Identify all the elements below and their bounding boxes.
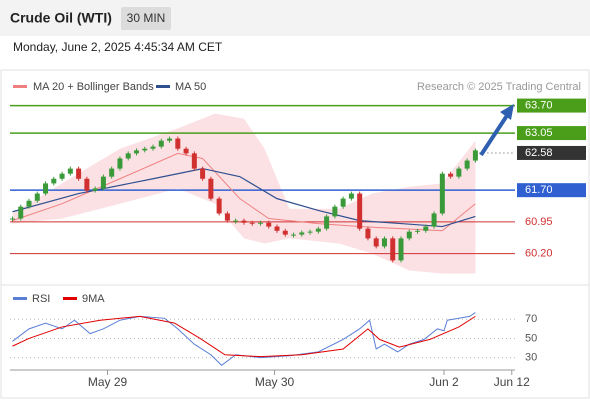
legend-swatch [63,297,77,300]
candle [241,220,247,223]
candle [357,193,363,229]
legend-label: 9MA [82,293,105,305]
candle [200,168,206,179]
level-box [517,145,586,160]
candle [175,138,181,149]
candle [324,216,330,229]
candle [125,153,131,159]
candle [406,231,412,239]
candle [464,160,470,169]
candle [315,228,321,232]
candle [332,206,338,217]
candle [415,230,421,232]
candle [373,238,379,247]
legend-swatch [156,85,170,88]
candle [233,220,239,222]
candle [208,178,214,199]
level-label: 60.95 [525,216,553,228]
candle [249,222,255,224]
candle [348,193,354,199]
x-tick-label: Jun 2 [429,375,459,389]
x-tick-label: May 30 [255,375,295,389]
bollinger-band [12,113,476,274]
candle [307,231,313,233]
candle [299,232,305,235]
candle [34,193,40,201]
candle [183,148,189,154]
source-label: Research © 2025 Trading Central [417,81,581,93]
legend-swatch [13,85,27,88]
candle [340,198,346,207]
y-tick-label: 70 [525,313,537,325]
candle [381,238,387,247]
level-label: 63.70 [525,99,553,111]
candle [472,150,478,161]
level-box [517,183,586,198]
candle [390,238,396,261]
candle [51,178,57,184]
candle [150,146,156,149]
candle [431,213,437,227]
level-label: 63.05 [525,127,553,139]
forecast-arrow-head [500,104,514,120]
interval-badge[interactable] [121,7,171,30]
legend-label: MA 50 [175,81,206,93]
candle [167,138,173,141]
candle [158,140,164,147]
candle [117,158,123,169]
candle [133,150,139,154]
candle [365,228,371,239]
candle [142,148,148,151]
candle [76,168,82,179]
candle [423,226,429,231]
candle [84,178,90,191]
candle [439,173,445,214]
ma20-line [12,152,476,232]
candle [191,153,197,169]
legend-label: RSI [32,293,50,305]
ma50-line [12,167,476,228]
forecast-arrow [479,112,510,157]
candle [456,168,462,177]
timestamp: Monday, June 2, 2025 4:45:34 AM CET [13,40,223,54]
candle [274,226,280,231]
instrument-title: Crude Oil (WTI) [10,10,112,26]
chart-frame [0,69,590,399]
level-label: 61.70 [525,184,553,196]
candle [100,176,106,189]
x-tick-label: Jun 12 [494,375,530,389]
y-tick-label: 50 [525,332,537,344]
y-tick-label: 30 [525,352,537,364]
candle [448,173,454,177]
candle [282,230,288,235]
interval-label[interactable]: 30 MIN [127,11,166,25]
candle [92,188,98,191]
candle [266,222,272,227]
candle [109,168,115,177]
legend-swatch [13,297,27,300]
header-bar [0,0,590,36]
candle [67,168,73,174]
x-tick-label: May 29 [88,375,128,389]
candle [59,173,65,179]
candle [398,238,404,261]
rsi-line [12,315,476,358]
rsi-line [12,312,476,366]
level-box [517,98,586,113]
level-label: 62.58 [525,147,553,159]
level-label: 60.20 [525,248,553,260]
candle [26,200,32,207]
level-box [517,126,586,141]
candle [18,206,24,219]
candle [216,198,222,214]
candle [43,183,49,194]
legend-label: MA 20 + Bollinger Bands [33,81,154,93]
candle [9,218,15,220]
candle [291,234,297,236]
candle [257,222,263,224]
candle [224,213,230,221]
